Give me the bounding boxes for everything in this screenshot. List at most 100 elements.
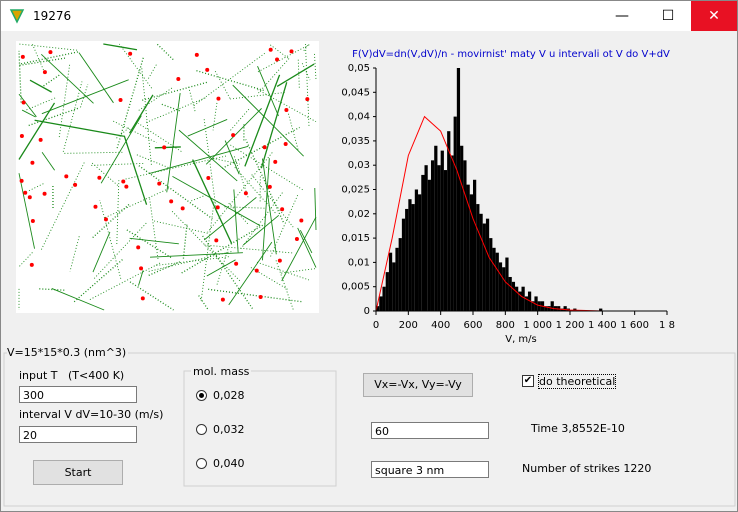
particle-trail bbox=[301, 63, 311, 81]
particle bbox=[277, 258, 282, 263]
particle-trail bbox=[148, 250, 234, 272]
y-tick-label: 0,04 bbox=[348, 112, 370, 123]
radio-button[interactable] bbox=[196, 390, 207, 401]
particle bbox=[294, 237, 299, 242]
bar bbox=[411, 204, 415, 311]
particle bbox=[205, 67, 210, 72]
particle-trail bbox=[18, 173, 35, 249]
particle bbox=[214, 238, 219, 243]
bar bbox=[550, 301, 554, 311]
bar bbox=[563, 306, 567, 311]
maximize-button[interactable]: ☐ bbox=[661, 8, 675, 24]
particle-trail bbox=[41, 79, 129, 115]
particle bbox=[124, 184, 129, 189]
x-tick-label: 800 bbox=[496, 320, 515, 331]
particle-trail bbox=[262, 158, 270, 261]
start-button[interactable]: Start bbox=[33, 460, 123, 485]
radio-label[interactable]: 0,028 bbox=[213, 389, 245, 402]
bar bbox=[505, 257, 509, 311]
bar bbox=[466, 184, 470, 311]
x-tick-label: 0 bbox=[373, 320, 379, 331]
bar bbox=[460, 145, 464, 311]
interval-input[interactable]: 20 bbox=[19, 426, 137, 443]
particle-trail bbox=[232, 84, 304, 157]
bar bbox=[421, 174, 425, 311]
bar bbox=[524, 296, 528, 311]
radio-button[interactable] bbox=[196, 424, 207, 435]
bar bbox=[392, 262, 396, 311]
particle-trail bbox=[62, 151, 123, 154]
bar bbox=[376, 306, 380, 311]
bar bbox=[479, 213, 483, 311]
particle-trail bbox=[299, 229, 313, 254]
y-tick-label: 0,005 bbox=[341, 282, 370, 293]
particle bbox=[19, 178, 24, 183]
particle bbox=[38, 137, 43, 142]
x-tick-label: 600 bbox=[463, 320, 482, 331]
bar bbox=[485, 218, 490, 311]
x-tick-label: 200 bbox=[399, 320, 418, 331]
particle-trail bbox=[18, 93, 37, 118]
minimize-button[interactable]: — bbox=[615, 8, 629, 24]
x-tick-label: 400 bbox=[431, 320, 450, 331]
particle-trail bbox=[287, 113, 299, 150]
particle-trail bbox=[257, 89, 317, 123]
particle-trail bbox=[204, 197, 257, 241]
bar bbox=[414, 189, 419, 311]
temperature-input[interactable]: 300 bbox=[19, 386, 137, 403]
x-axis-label: V, m/s bbox=[505, 334, 537, 345]
particle bbox=[97, 175, 102, 180]
particle-trail bbox=[146, 96, 207, 123]
particle-trail bbox=[73, 258, 124, 303]
particle bbox=[42, 191, 47, 196]
bar bbox=[515, 286, 519, 311]
particle bbox=[157, 181, 162, 186]
volume-label: V=15*15*0.3 (nm^3) bbox=[7, 346, 129, 359]
particle bbox=[30, 219, 35, 224]
bar bbox=[521, 286, 525, 311]
bar bbox=[398, 238, 402, 311]
particle-trail bbox=[138, 165, 213, 220]
close-button[interactable]: ✕ bbox=[691, 1, 737, 31]
particle-trail bbox=[206, 259, 236, 277]
particle-trail bbox=[234, 166, 276, 214]
theoretical-checkbox[interactable]: ✔ bbox=[522, 375, 534, 387]
field-1[interactable]: 60 bbox=[371, 422, 489, 439]
chart-title: F(V)dV=dn(V,dV)/n - movirnist' maty V u … bbox=[352, 49, 670, 60]
particle-trail bbox=[80, 83, 89, 108]
particle-trail bbox=[269, 195, 299, 259]
particle bbox=[275, 57, 280, 62]
particle-trail bbox=[138, 270, 144, 286]
particle bbox=[215, 205, 220, 210]
group-frame bbox=[3, 352, 736, 507]
bar bbox=[447, 131, 451, 311]
theoretical-label[interactable]: do theoretical bbox=[538, 374, 617, 389]
reverse-button[interactable]: Vx=-Vx, Vy=-Vy bbox=[363, 373, 473, 397]
bar bbox=[518, 291, 522, 311]
radio-button[interactable] bbox=[196, 458, 207, 469]
particle-trail bbox=[233, 156, 249, 198]
strikes-label: Number of strikes 1220 bbox=[522, 462, 652, 475]
bar bbox=[430, 160, 435, 311]
radio-label[interactable]: 0,040 bbox=[213, 457, 245, 470]
particle-trail bbox=[18, 102, 56, 160]
field-2[interactable]: square 3 nm bbox=[371, 461, 489, 478]
particle bbox=[27, 195, 32, 200]
particle-trail bbox=[227, 202, 249, 225]
particle-trail bbox=[41, 151, 55, 171]
particle-trail bbox=[29, 79, 52, 93]
mol-mass-frame bbox=[183, 370, 337, 487]
y-tick-label: 0,03 bbox=[348, 160, 370, 171]
particle-trail bbox=[242, 214, 280, 246]
particle bbox=[234, 261, 239, 266]
particle bbox=[162, 145, 167, 150]
particle-trail bbox=[18, 51, 79, 65]
particle bbox=[169, 199, 174, 204]
bar bbox=[424, 165, 428, 311]
particle-trail bbox=[166, 92, 181, 193]
particle-trail bbox=[200, 199, 215, 301]
radio-label[interactable]: 0,032 bbox=[213, 423, 245, 436]
particle-trail bbox=[172, 175, 261, 227]
